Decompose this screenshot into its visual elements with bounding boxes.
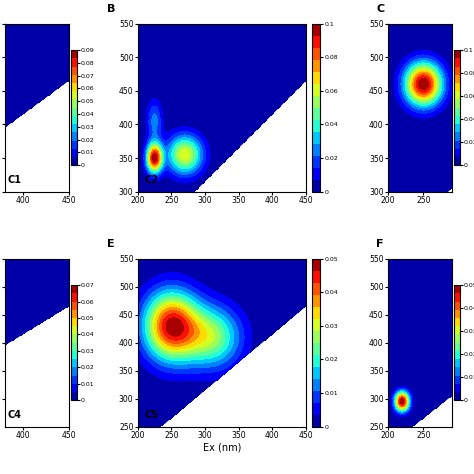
Text: E: E (108, 238, 115, 249)
Text: C1: C1 (7, 175, 21, 185)
Text: C5: C5 (145, 410, 158, 420)
Text: C4: C4 (7, 410, 21, 420)
Text: C: C (376, 4, 384, 14)
X-axis label: Ex (nm): Ex (nm) (203, 443, 241, 453)
Text: F: F (376, 238, 384, 249)
Text: C2: C2 (145, 175, 158, 185)
Text: B: B (108, 4, 116, 14)
